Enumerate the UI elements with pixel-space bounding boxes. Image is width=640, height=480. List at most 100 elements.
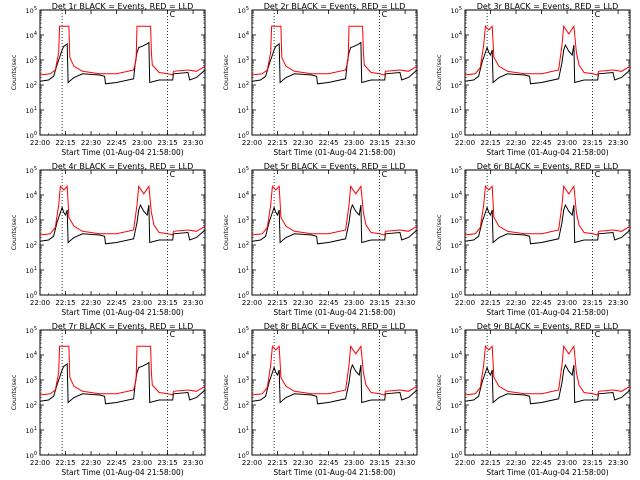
x-axis-label: Start Time (01-Aug-04 21:58:00) [273, 148, 395, 157]
y-tick-label: 104 [451, 31, 462, 40]
y-tick-label: 100 [238, 451, 249, 460]
plot-frame [251, 9, 418, 136]
y-tick-label: 103 [451, 376, 462, 385]
x-tick-label: 23:00 [132, 459, 152, 467]
red-lld-series [251, 25, 418, 76]
x-axis-label: Start Time (01-Aug-04 21:58:00) [61, 468, 183, 477]
plot-frame [464, 169, 631, 296]
y-tick-label: 102 [451, 241, 462, 250]
y-tick-label: 104 [238, 31, 249, 40]
y-tick-label: 104 [238, 351, 249, 360]
x-tick-label: 22:00 [242, 459, 262, 467]
y-tick-label: 102 [26, 241, 37, 250]
x-tick-label: 22:15 [55, 299, 75, 307]
chart-title: Det 9r BLACK = Events, RED = LLD [477, 322, 619, 331]
y-tick-label: 104 [26, 191, 37, 200]
y-tick-label: 102 [238, 401, 249, 410]
x-tick-label: 22:30 [81, 299, 101, 307]
black-events-series [39, 361, 206, 405]
x-tick-label: 22:15 [480, 139, 500, 147]
y-tick-label: 103 [26, 216, 37, 225]
red-lld-series [464, 184, 631, 236]
y-tick-label: 102 [451, 401, 462, 410]
y-tick-label: 101 [26, 426, 37, 435]
x-tick-label: 23:30 [608, 139, 628, 147]
chart-annotation: C [595, 330, 601, 339]
y-tick-label: 101 [451, 426, 462, 435]
y-tick-label: 101 [238, 106, 249, 115]
x-tick-label: 23:30 [395, 299, 415, 307]
y-tick-label: 101 [238, 426, 249, 435]
y-tick-label: 100 [26, 291, 37, 300]
x-tick-label: 22:30 [81, 459, 101, 467]
x-tick-label: 22:00 [455, 459, 475, 467]
red-lld-series [251, 184, 418, 236]
y-tick-label: 104 [451, 351, 462, 360]
x-tick-label: 23:15 [582, 299, 602, 307]
y-axis-label: Counts/sec [435, 374, 443, 410]
y-tick-label: 100 [238, 131, 249, 140]
plot-frame [39, 169, 206, 296]
x-tick-label: 23:15 [369, 299, 389, 307]
x-tick-label: 22:30 [506, 459, 526, 467]
x-tick-label: 22:45 [318, 139, 338, 147]
x-tick-label: 22:00 [455, 299, 475, 307]
chart-annotation: C [595, 170, 601, 179]
chart-title: Det 7r BLACK = Events, RED = LLD [52, 322, 194, 331]
x-tick-label: 22:15 [480, 459, 500, 467]
x-axis-label: Start Time (01-Aug-04 21:58:00) [486, 468, 608, 477]
x-tick-label: 23:30 [183, 459, 203, 467]
x-tick-label: 23:15 [157, 299, 177, 307]
x-tick-label: 22:45 [318, 299, 338, 307]
x-tick-label: 23:30 [183, 139, 203, 147]
chart-title: Det 4r BLACK = Events, RED = LLD [52, 162, 194, 171]
y-tick-label: 105 [26, 326, 37, 335]
chart-annotation: C [595, 10, 601, 19]
x-tick-label: 22:30 [506, 139, 526, 147]
chart-title: Det 6r BLACK = Events, RED = LLD [477, 162, 619, 171]
y-tick-label: 101 [238, 266, 249, 275]
x-tick-label: 22:30 [293, 139, 313, 147]
y-tick-label: 103 [451, 56, 462, 65]
y-tick-label: 104 [451, 191, 462, 200]
x-tick-label: 22:30 [506, 299, 526, 307]
y-tick-label: 105 [451, 326, 462, 335]
y-tick-label: 105 [238, 6, 249, 15]
chart-annotation: C [382, 330, 388, 339]
x-tick-label: 22:45 [531, 299, 551, 307]
x-tick-label: 23:15 [157, 139, 177, 147]
x-axis-label: Start Time (01-Aug-04 21:58:00) [61, 148, 183, 157]
x-axis-label: Start Time (01-Aug-04 21:58:00) [61, 308, 183, 317]
x-tick-label: 23:15 [369, 459, 389, 467]
plot-frame [251, 329, 418, 456]
y-tick-label: 100 [451, 131, 462, 140]
y-tick-label: 102 [451, 81, 462, 90]
y-axis-label: Counts/sec [10, 214, 18, 250]
x-tick-label: 22:00 [242, 299, 262, 307]
x-tick-label: 22:00 [30, 299, 50, 307]
black-events-series [251, 363, 418, 405]
black-events-series [39, 203, 206, 245]
y-tick-label: 105 [26, 166, 37, 175]
x-tick-label: 23:00 [557, 139, 577, 147]
chart-title: Det 1r BLACK = Events, RED = LLD [52, 2, 194, 11]
x-tick-label: 23:15 [157, 459, 177, 467]
x-tick-label: 22:45 [106, 459, 126, 467]
x-tick-label: 22:15 [267, 139, 287, 147]
black-events-series [464, 43, 631, 85]
chart-title: Det 5r BLACK = Events, RED = LLD [264, 162, 406, 171]
red-lld-series [39, 25, 206, 76]
x-tick-label: 22:45 [106, 139, 126, 147]
x-tick-label: 22:45 [531, 139, 551, 147]
y-tick-label: 105 [238, 166, 249, 175]
plot-frame [464, 9, 631, 136]
y-tick-label: 103 [238, 376, 249, 385]
x-tick-label: 22:30 [293, 299, 313, 307]
red-lld-series [464, 344, 631, 396]
y-tick-label: 104 [26, 351, 37, 360]
chart-annotation: C [382, 10, 388, 19]
y-axis-label: Counts/sec [10, 54, 18, 90]
